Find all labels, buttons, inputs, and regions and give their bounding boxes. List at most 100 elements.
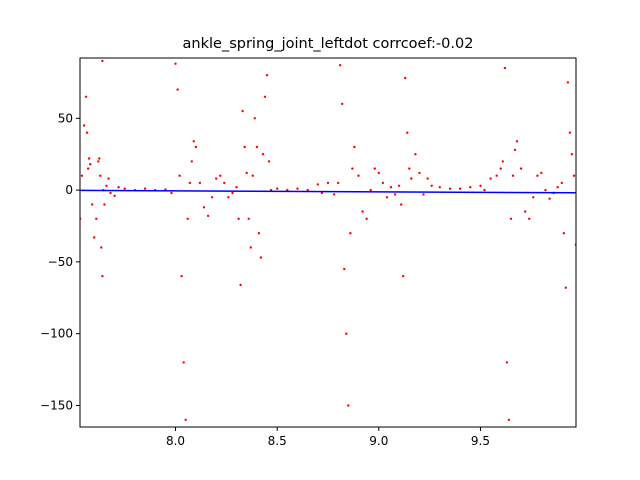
- data-point: [249, 246, 252, 249]
- data-point: [564, 286, 567, 289]
- data-point: [326, 181, 330, 185]
- data-point: [245, 171, 248, 175]
- data-point: [515, 140, 519, 143]
- data-point: [489, 177, 492, 180]
- data-point: [385, 196, 389, 199]
- x-tick-label: 9.5: [471, 434, 490, 448]
- data-point: [188, 181, 191, 185]
- data-point: [91, 203, 94, 206]
- data-point: [265, 74, 269, 77]
- data-point: [566, 81, 570, 84]
- data-point: [410, 177, 413, 180]
- data-point: [430, 184, 433, 187]
- data-point: [219, 174, 222, 177]
- series-line: [80, 189, 576, 194]
- data-point: [180, 275, 183, 278]
- data-point: [349, 232, 352, 235]
- data-point: [100, 246, 103, 249]
- data-point: [501, 160, 504, 163]
- data-point: [511, 174, 515, 177]
- data-point: [253, 117, 256, 120]
- data-point: [389, 186, 393, 189]
- data-point: [438, 186, 441, 189]
- y-tick-label: 0: [65, 183, 73, 197]
- data-point: [418, 171, 421, 175]
- data-point: [237, 217, 240, 220]
- data-point: [95, 217, 98, 220]
- data-point: [98, 157, 101, 160]
- data-point: [397, 184, 401, 187]
- data-point: [414, 153, 417, 156]
- data-point: [402, 275, 405, 278]
- data-point: [164, 188, 167, 191]
- data-point: [373, 167, 376, 170]
- data-point: [509, 217, 513, 220]
- data-point: [540, 171, 543, 175]
- data-point: [296, 187, 299, 190]
- data-point: [469, 186, 472, 189]
- y-tick-label: 50: [58, 111, 73, 125]
- data-point: [243, 145, 246, 149]
- data-point: [257, 232, 261, 235]
- data-point: [87, 157, 91, 160]
- data-point: [548, 197, 551, 200]
- data-point: [103, 203, 106, 206]
- data-point: [357, 174, 360, 177]
- data-point: [93, 236, 96, 239]
- data-point: [231, 191, 234, 195]
- data-point: [182, 361, 185, 364]
- data-point: [109, 191, 112, 195]
- data-point: [227, 196, 230, 199]
- data-point: [306, 188, 309, 192]
- data-point: [255, 145, 259, 149]
- data-point: [351, 167, 354, 170]
- data-point: [479, 184, 482, 187]
- data-point: [499, 167, 502, 170]
- data-point: [259, 256, 263, 259]
- axes-frame: [79, 57, 577, 428]
- data-point: [332, 193, 336, 196]
- y-tick-label: −100: [40, 327, 73, 341]
- data-point: [353, 145, 356, 149]
- data-point: [393, 193, 397, 196]
- y-tick-label: −150: [40, 398, 73, 412]
- data-point: [347, 404, 350, 407]
- x-tick-label: 9.0: [369, 434, 388, 448]
- data-point: [97, 160, 100, 163]
- data-point: [408, 167, 411, 170]
- data-point: [345, 332, 348, 335]
- data-point: [361, 210, 364, 213]
- data-point: [235, 186, 238, 189]
- x-tick-label: 8.5: [268, 434, 287, 448]
- data-point: [184, 418, 187, 421]
- y-tick-label: −50: [48, 255, 73, 269]
- data-point: [528, 217, 531, 220]
- data-point: [206, 214, 210, 218]
- data-point: [426, 177, 429, 180]
- data-point: [192, 140, 195, 143]
- data-point: [117, 186, 120, 189]
- data-point: [483, 188, 486, 192]
- data-point: [343, 267, 346, 271]
- data-point: [84, 95, 88, 99]
- data-point: [570, 153, 574, 156]
- data-point: [190, 160, 193, 163]
- data-point: [82, 124, 86, 127]
- data-point: [105, 184, 108, 187]
- data-point: [381, 181, 385, 185]
- data-point: [210, 196, 214, 199]
- data-point: [86, 167, 90, 170]
- data-point: [448, 187, 452, 190]
- data-point: [101, 59, 104, 63]
- data-point: [316, 183, 319, 186]
- data-point: [261, 153, 265, 156]
- data-point: [267, 160, 271, 163]
- data-point: [495, 174, 498, 177]
- data-point: [85, 131, 89, 134]
- data-point: [536, 174, 539, 177]
- data-point: [341, 102, 344, 106]
- data-layer: [80, 59, 576, 421]
- data-point: [202, 206, 206, 209]
